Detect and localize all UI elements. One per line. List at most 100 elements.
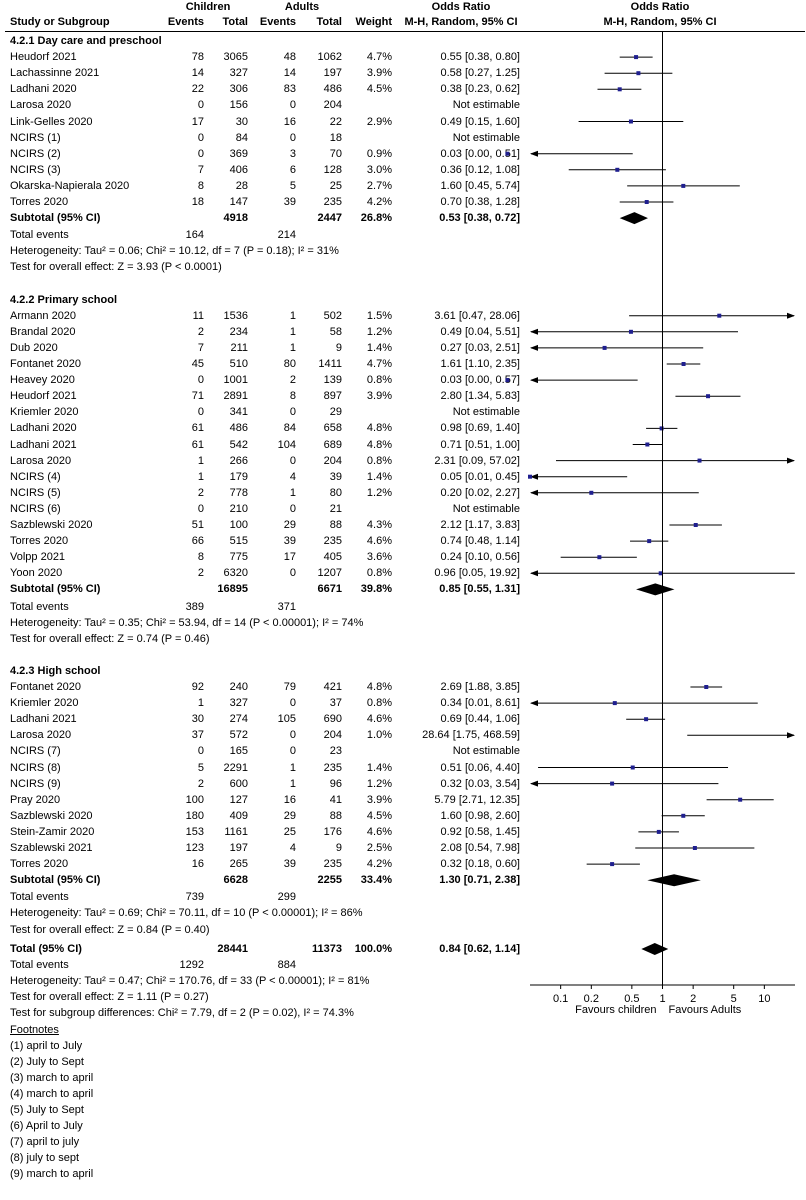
header-or-left: Odds Ratio — [431, 1, 491, 13]
study-events-children: 71 — [191, 390, 204, 403]
study-weight: 4.3% — [366, 519, 392, 531]
study-events-children: 37 — [191, 729, 204, 742]
study-name: Sazblewski 2020 — [10, 809, 93, 822]
study-events-adults: 0 — [289, 99, 296, 112]
study-total-adults: 29 — [329, 406, 342, 419]
study-events-children: 180 — [185, 809, 204, 822]
study-events-children: 66 — [191, 535, 204, 548]
study-point — [597, 555, 602, 560]
study-events-adults: 16 — [283, 793, 296, 806]
subtotal-label: Subtotal (95% CI) — [10, 583, 101, 596]
study-point — [612, 701, 617, 706]
study-total-adults: 235 — [323, 761, 342, 774]
study-name: Brandal 2020 — [10, 325, 76, 338]
study-point — [681, 183, 686, 188]
study-events-adults: 48 — [283, 51, 296, 64]
study-weight: 2.9% — [366, 115, 392, 128]
total-events-children: 164 — [185, 229, 204, 242]
footnote-item: (1) april to July — [10, 1039, 83, 1052]
study-name: Volpp 2021 — [10, 551, 66, 564]
study-point — [658, 571, 663, 576]
footnote-item: (6) April to July — [10, 1120, 83, 1133]
study-total-children: 572 — [229, 729, 248, 742]
study-ci: Not estimable — [452, 99, 520, 112]
study-total-children: 3065 — [223, 51, 248, 64]
header-or-right: Odds Ratio — [630, 1, 690, 13]
study-weight: 3.9% — [366, 793, 392, 806]
study-events-children: 0 — [197, 99, 204, 112]
study-name: NCIRS (5) — [10, 486, 61, 499]
study-total-children: 542 — [229, 438, 248, 451]
study-ci: 0.34 [0.01, 8.61] — [440, 697, 520, 710]
study-events-adults: 3 — [289, 147, 296, 160]
study-ci: Not estimable — [452, 502, 520, 515]
total-events-children: 739 — [185, 891, 204, 904]
study-total-adults: 235 — [323, 196, 342, 208]
study-events-adults: 1 — [289, 777, 296, 790]
header-method-right: M-H, Random, 95% CI — [603, 16, 717, 28]
study-events-children: 2 — [197, 777, 204, 790]
study-point — [645, 442, 650, 447]
study-left-arrow — [530, 150, 538, 157]
study-left-arrow — [530, 570, 538, 577]
study-total-children: 274 — [229, 713, 248, 726]
study-point — [717, 313, 722, 318]
study-total-adults: 1207 — [317, 567, 342, 580]
study-name: Yoon 2020 — [10, 567, 63, 580]
study-events-children: 0 — [197, 745, 204, 758]
study-events-adults: 1 — [289, 341, 296, 354]
study-point — [630, 765, 635, 770]
study-total-adults: 658 — [323, 422, 342, 435]
study-events-adults: 4 — [289, 842, 296, 854]
footnote-item: (9) march to april — [10, 1168, 94, 1181]
study-total-children: 84 — [235, 131, 248, 144]
study-total-children: 2291 — [223, 761, 248, 774]
study-events-children: 92 — [191, 681, 204, 693]
study-name: Szablewski 2021 — [10, 842, 93, 854]
study-name: Fontanet 2020 — [10, 681, 81, 693]
footnote-item: (4) march to april — [10, 1087, 94, 1100]
study-ci: 0.36 [0.12, 1.08] — [440, 163, 520, 176]
study-events-adults: 1 — [289, 486, 296, 499]
study-weight: 1.2% — [366, 777, 392, 790]
study-name: Heudorf 2021 — [10, 390, 77, 403]
study-name: Ladhani 2020 — [10, 83, 77, 96]
study-weight: 4.7% — [366, 51, 392, 64]
study-total-adults: 421 — [323, 681, 342, 693]
footnote-item: (2) July to Sept — [10, 1055, 84, 1068]
study-events-children: 78 — [191, 51, 204, 64]
study-events-children: 51 — [191, 519, 204, 531]
study-ci: 5.79 [2.71, 12.35] — [434, 793, 520, 806]
study-events-children: 5 — [197, 761, 204, 774]
study-events-adults: 29 — [283, 519, 296, 531]
study-weight: 1.2% — [366, 325, 392, 338]
study-ci: 0.32 [0.18, 0.60] — [440, 858, 520, 871]
study-events-children: 123 — [185, 842, 204, 854]
study-total-children: 341 — [229, 406, 248, 419]
study-ci: 0.20 [0.02, 2.27] — [440, 486, 520, 499]
subgroup-differences-text: Test for subgroup differences: Chi² = 7.… — [10, 1007, 354, 1020]
study-point — [634, 55, 639, 60]
study-ci: 0.96 [0.05, 19.92] — [434, 567, 520, 580]
study-events-children: 18 — [191, 196, 204, 208]
subtotal-weight: 39.8% — [360, 583, 392, 596]
study-name: Kriemler 2020 — [10, 697, 79, 710]
study-weight: 4.6% — [366, 535, 392, 548]
favours-adults-label: Favours Adults — [669, 1004, 742, 1016]
subtotal-weight: 33.4% — [360, 874, 392, 887]
study-events-children: 61 — [191, 422, 204, 435]
study-total-adults: 689 — [323, 438, 342, 451]
x-tick-label: 10 — [758, 993, 770, 1005]
study-events-adults: 6 — [289, 163, 296, 176]
study-name: NCIRS (4) — [10, 470, 61, 483]
study-events-children: 30 — [191, 713, 204, 726]
study-events-children: 61 — [191, 438, 204, 451]
study-name: Sazblewski 2020 — [10, 519, 93, 531]
study-events-adults: 14 — [283, 67, 296, 80]
study-events-children: 22 — [191, 83, 204, 96]
study-point — [636, 71, 641, 76]
header-events-adults: Events — [259, 16, 296, 28]
study-total-adults: 1411 — [318, 358, 342, 370]
header-total-children: Total — [222, 16, 248, 28]
